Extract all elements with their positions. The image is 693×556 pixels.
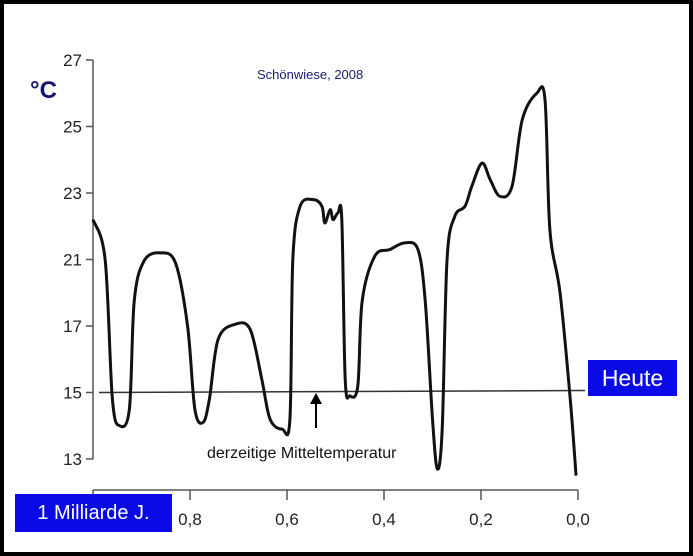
y-tick-label: 15 <box>63 384 82 403</box>
x-tick-label: 0,2 <box>469 510 493 529</box>
source-label: Schönwiese, 2008 <box>257 67 363 82</box>
temperature-chart: Schönwiese, 2008 °C derzeitige Mitteltem… <box>30 51 590 529</box>
y-tick-label: 13 <box>63 450 82 469</box>
y-tick-label: 21 <box>63 251 82 270</box>
temperature-series-line <box>91 85 578 476</box>
reference-line <box>98 389 586 394</box>
x-axis-label: 1 Milliarde J. <box>15 494 172 532</box>
y-tick-label: 25 <box>63 118 82 137</box>
y-tick-label: 23 <box>63 184 82 203</box>
x-tick-label: 0,0 <box>566 510 590 529</box>
chart-area: Schönwiese, 2008 °C derzeitige Mitteltem… <box>4 4 689 552</box>
reference-line-label: derzeitige Mitteltemperatur <box>207 445 397 462</box>
y-tick-label: 17 <box>63 317 82 336</box>
x-tick-label: 0,4 <box>372 510 396 529</box>
y-axis-label: °C <box>30 77 57 104</box>
y-tick-label: 27 <box>63 51 82 70</box>
today-label: Heute <box>588 360 677 396</box>
arrow-head-icon <box>310 393 322 404</box>
x-tick-label: 0,8 <box>178 510 202 529</box>
x-tick-label: 0,6 <box>275 510 299 529</box>
